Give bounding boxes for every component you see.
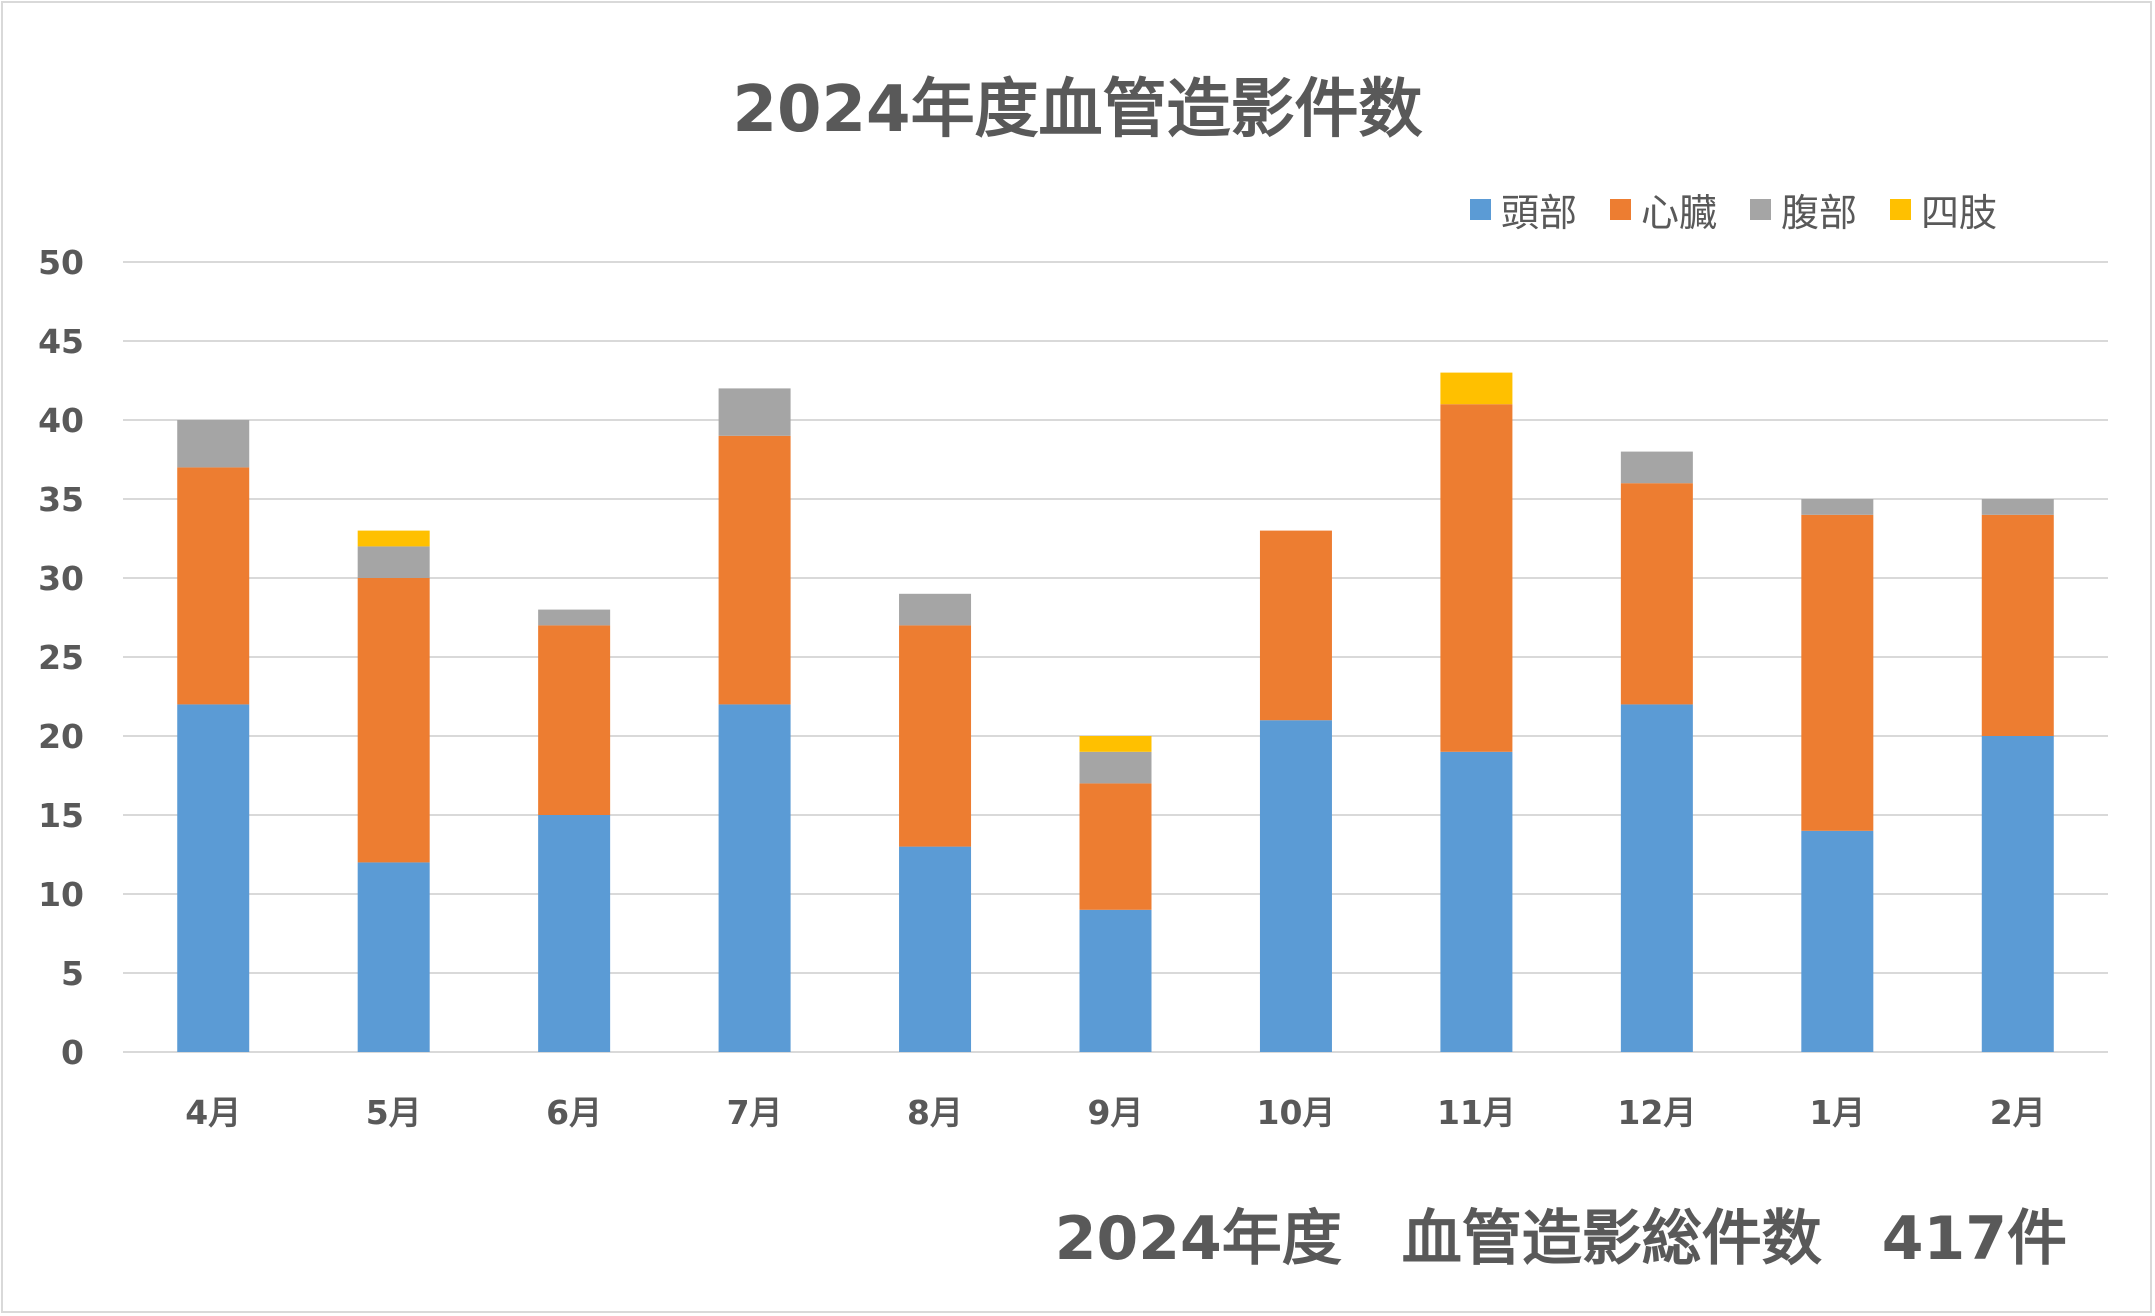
bar-segment (357, 530, 430, 547)
bar-segment (177, 467, 250, 705)
bar-segment (1079, 783, 1152, 910)
legend-item-heart: 心臓 (1609, 182, 1717, 237)
x-tick-label: 9月 (1088, 1093, 1144, 1132)
bar-segment (1079, 736, 1152, 752)
bar-segment (538, 625, 611, 815)
bar-segment (899, 593, 972, 626)
bar-segment (718, 704, 791, 1052)
y-tick-label: 10 (38, 875, 84, 914)
bar-segment (1440, 372, 1513, 405)
bar-segment (177, 704, 250, 1052)
x-tick-label: 2月 (1990, 1093, 2046, 1132)
x-tick-label: 11月 (1437, 1093, 1516, 1132)
bar-segment (1079, 751, 1152, 784)
x-tick-label: 4月 (185, 1093, 241, 1132)
y-tick-label: 35 (38, 480, 84, 519)
legend-swatch-heart (1609, 199, 1631, 220)
legend-swatch-abdomen (1749, 199, 1771, 220)
bar-segment (1620, 483, 1693, 705)
x-tick-label: 5月 (366, 1093, 422, 1132)
bar-segment (899, 846, 972, 1052)
legend-label-abdomen: 腹部 (1780, 191, 1857, 235)
legend-item-head: 頭部 (1469, 182, 1577, 237)
bar-segment (1801, 499, 1874, 515)
bar-segment (1259, 530, 1332, 721)
bar-segment (718, 388, 791, 436)
bar-segment (177, 420, 250, 468)
legend-label-heart: 心臓 (1640, 191, 1717, 235)
y-tick-label: 45 (38, 322, 84, 361)
x-tick-label: 10月 (1256, 1093, 1335, 1132)
y-tick-label: 50 (38, 243, 84, 282)
bar-segment (718, 435, 791, 705)
y-tick-label: 40 (38, 401, 84, 440)
legend-item-limbs: 四肢 (1889, 182, 1997, 237)
legend-label-head: 頭部 (1500, 191, 1577, 235)
y-tick-label: 5 (61, 954, 84, 993)
bar-segment (1259, 720, 1332, 1052)
y-tick-label: 20 (38, 717, 84, 756)
x-tick-label: 8月 (907, 1093, 963, 1132)
y-tick-label: 0 (61, 1033, 84, 1072)
bar-segment (357, 546, 430, 578)
bar-segment (1079, 909, 1152, 1052)
bar-segment (538, 815, 611, 1052)
bar-segment (1440, 404, 1513, 752)
legend-swatch-limbs (1889, 199, 1911, 220)
bar-segment (1440, 751, 1513, 1052)
x-tick-label: 1月 (1809, 1093, 1865, 1132)
y-tick-label: 25 (38, 638, 84, 677)
bar-segment (1801, 514, 1874, 831)
bar-segment (1801, 830, 1874, 1052)
x-tick-label: 12月 (1617, 1093, 1696, 1132)
y-tick-label: 15 (38, 796, 84, 835)
bar-segment (538, 609, 611, 626)
bar-segment (357, 578, 430, 863)
legend-swatch-head (1469, 199, 1491, 220)
bar-segment (357, 862, 430, 1052)
bar-segment (1620, 451, 1693, 484)
chart-title: 2024年度血管造影件数 (732, 73, 1423, 147)
legend-item-abdomen: 腹部 (1749, 182, 1857, 237)
x-tick-label: 6月 (546, 1093, 602, 1132)
x-tick-label: 7月 (727, 1093, 783, 1132)
chart-legend: 頭部 心臓 腹部 四肢 (1437, 182, 1997, 237)
legend-label-limbs: 四肢 (1920, 191, 1997, 235)
y-tick-label: 30 (38, 559, 84, 598)
bar-segment (1981, 514, 2054, 736)
total-count-annotation: 2024年度 血管造影総件数 417件 (1054, 1204, 2067, 1274)
bar-segment (1981, 499, 2054, 515)
bar-segment (899, 625, 972, 847)
bar-segment (1981, 736, 2054, 1052)
bar-segment (1620, 704, 1693, 1052)
